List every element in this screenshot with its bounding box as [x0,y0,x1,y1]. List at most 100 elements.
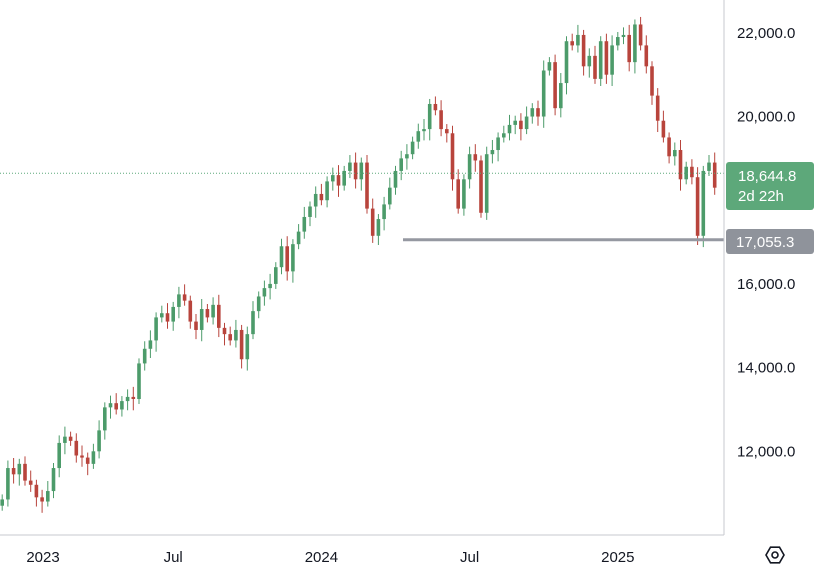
candle-up [502,133,506,138]
candle-up [160,313,164,318]
candle-down [285,246,289,272]
candles-layer [0,16,717,513]
price-axis[interactable]: 22,000.0 20,000.0 16,000.0 14,000.0 12,000.0 [737,25,795,460]
candle-down [650,66,654,96]
candle-down [222,327,227,335]
candle-down [627,34,631,63]
candle-up [707,162,711,171]
candle-up [416,131,421,142]
candle-up [120,401,124,410]
current-price-badge: 18,644.8 2d 22h [726,162,814,210]
candle-up [171,306,175,322]
candle-down [34,484,39,498]
candle-up [513,120,517,125]
candle-up [6,468,10,500]
support-price-badge: 17,055.3 [726,229,814,254]
candle-up [467,154,472,180]
candle-up [125,396,130,402]
candle-up [325,181,329,201]
candle-up [359,162,364,180]
candle-up [46,491,50,502]
candle-up [251,311,255,335]
candle-down [353,162,358,180]
candle-down [85,457,90,464]
support-price-badge-bg [726,229,814,254]
candle-down [68,436,73,441]
candle-up [673,150,677,157]
candle-up [490,150,495,155]
y-tick-label: 14,000.0 [737,360,795,377]
candle-down [370,208,375,236]
candle-up [63,436,67,443]
candle-up [256,296,261,312]
gear-hexagon-icon[interactable] [765,546,785,564]
candle-down [473,154,478,161]
candle-up [57,442,61,469]
candle-up [616,37,620,46]
hexagon-center [771,551,779,559]
candle-up [199,309,204,330]
candle-up [587,55,592,67]
candle-down [450,133,455,180]
candle-up [308,206,312,217]
candle-up [524,116,529,130]
candle-down [479,160,483,213]
candle-down [644,45,649,67]
candle-up [530,108,535,117]
candle-up [564,41,569,84]
candle-up [633,24,637,63]
candle-up [684,166,688,180]
candle-up [405,154,409,159]
candle-up [279,246,284,268]
candle-up [262,288,267,297]
candle-up [427,103,432,130]
current-price-badge-bg [726,162,814,210]
candle-down [445,129,449,134]
candle-up [245,334,250,360]
candle-up [393,170,398,188]
candle-down [439,110,443,130]
candle-down [182,294,187,301]
candle-down [165,313,170,322]
candle-up [621,34,626,38]
candle-down [655,95,660,121]
candle-up [388,187,392,205]
candle-up [462,179,466,209]
candle-up [154,317,158,341]
candle-down [536,108,540,117]
y-tick-label: 22,000.0 [737,25,795,42]
candle-up [0,499,4,506]
hexagon-outline [765,546,785,564]
candle-up [496,137,500,151]
candle-down [131,396,136,399]
candle-up [291,244,295,272]
y-tick-label: 20,000.0 [737,109,795,126]
candle-down [638,24,643,46]
time-axis[interactable]: 2023 Jul 2024 Jul 2025 [26,549,634,565]
candle-up [97,430,101,452]
candle-down [581,34,586,67]
candle-down [365,162,369,209]
candle-down [667,137,671,157]
candle-up [701,170,706,236]
candle-down [228,334,232,341]
candle-up [137,363,141,399]
candle-up [302,216,307,232]
candle-down [553,62,557,109]
x-tick-label: 2023 [26,549,59,565]
candle-up [610,45,614,75]
x-tick-label: 2024 [305,549,338,565]
candle-down [433,103,438,111]
candle-down [661,120,666,138]
candle-up [148,340,153,349]
candle-up [576,34,580,46]
candle-up [331,175,335,182]
candle-up [348,162,352,171]
candle-up [559,83,563,109]
candle-up [342,170,346,186]
candle-up [108,403,113,408]
candle-up [17,463,22,475]
candle-down [114,403,118,410]
